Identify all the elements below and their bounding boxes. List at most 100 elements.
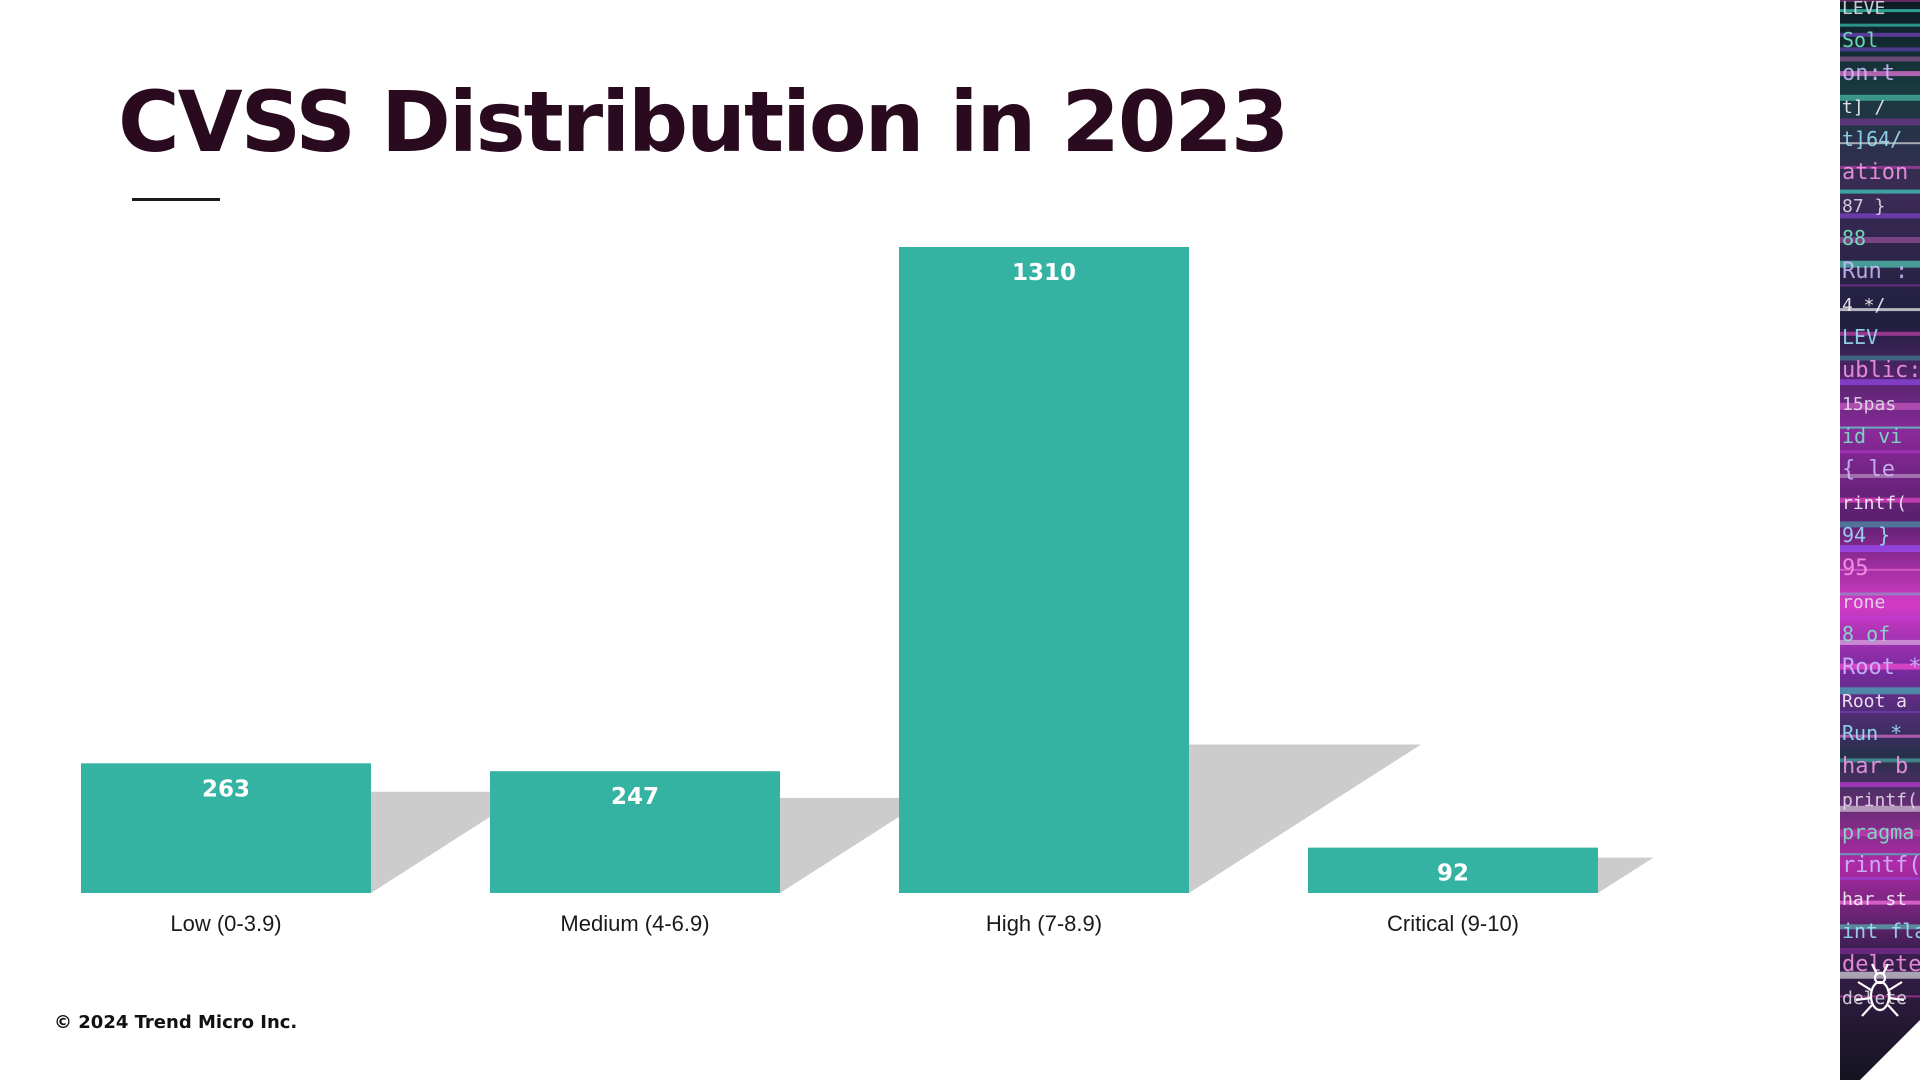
bar-0: [81, 763, 371, 893]
strip-glitch-bands: [1840, 0, 1920, 998]
strip-code-line: Run :: [1842, 259, 1908, 284]
strip-code-line: rintf(: [1842, 853, 1920, 878]
page-title: CVSS Distribution in 2023: [118, 73, 1289, 171]
bar-shadow: [371, 791, 530, 893]
glitch-band: [1840, 189, 1920, 194]
glitch-band: [1840, 948, 1920, 954]
glitch-band: [1840, 687, 1920, 695]
strip-code-line: ation: [1842, 160, 1908, 185]
bar-shadow: [1598, 857, 1654, 893]
strip-code-line: 4 */: [1842, 295, 1885, 316]
glitch-band: [1840, 331, 1920, 336]
bar-shadow: [1189, 744, 1421, 893]
strip-code-line: t] /: [1842, 97, 1885, 118]
glitch-band: [1840, 118, 1920, 126]
labels: 263 Low (0-3.9) 247 Medium (4-6.9) 1310 High …: [170, 260, 1519, 936]
bar-shadow: [780, 797, 929, 893]
glitch-band: [1840, 876, 1920, 880]
bar-value-label: 1310: [1012, 260, 1076, 286]
glitch-band: [1840, 237, 1920, 243]
strip-code-line: Root a: [1842, 691, 1907, 712]
glitch-band: [1840, 805, 1920, 812]
copyright-footer: © 2024 Trend Micro Inc.: [54, 1012, 298, 1033]
glitch-band: [1840, 829, 1920, 837]
strip-code-line: rintf(: [1842, 493, 1907, 514]
strip-code-line: printf(: [1842, 790, 1918, 811]
strip-code-line: on:t: [1842, 61, 1895, 86]
beetle-logo-icon: [1855, 963, 1905, 1017]
glitch-band: [1840, 568, 1920, 571]
glitch-band: [1840, 995, 1920, 998]
strip-code-line: Sol: [1842, 28, 1878, 52]
glitch-band: [1840, 426, 1920, 429]
glitch-band: [1840, 592, 1920, 596]
glitch-band: [1840, 23, 1920, 27]
glitch-band: [1840, 402, 1920, 410]
strip-corner-cut: [1860, 1020, 1920, 1080]
bar-chart: 263 Low (0-3.9) 247 Medium (4-6.9) 1310 High …: [81, 247, 1654, 936]
glitch-band: [1840, 900, 1920, 905]
glitch-band: [1840, 782, 1920, 788]
glitch-band: [1840, 142, 1920, 145]
strip-code-line: 8 of: [1842, 622, 1890, 646]
glitch-band: [1840, 545, 1920, 553]
strip-code-line: LEV: [1842, 325, 1878, 349]
glitch-band: [1840, 260, 1920, 268]
strip-background: [1840, 0, 1920, 1080]
title-underline: [132, 198, 220, 201]
category-label: Critical (9-10): [1387, 911, 1519, 936]
strip-code-line: 15pas: [1842, 394, 1896, 415]
glitch-band: [1840, 213, 1920, 219]
glitch-band: [1840, 924, 1920, 930]
glitch-band: [1840, 56, 1920, 62]
strip-code-line: ublic:: [1842, 358, 1920, 383]
strip-code-line: delete: [1842, 988, 1907, 1009]
category-label: Medium (4-6.9): [560, 911, 709, 936]
strip-code-line: 94 }: [1842, 523, 1890, 547]
glitch-band: [1840, 0, 1920, 2]
glitch-band: [1840, 971, 1920, 979]
category-label: High (7-8.9): [986, 911, 1102, 936]
glitch-band: [1840, 450, 1920, 454]
glitch-band: [1840, 497, 1920, 503]
glitch-band: [1840, 94, 1920, 101]
glitch-band: [1840, 308, 1920, 312]
glitch-band: [1840, 853, 1920, 856]
glitch-band: [1840, 165, 1920, 169]
glitch-band: [1840, 711, 1920, 713]
glitch-band: [1840, 379, 1920, 386]
glitch-band: [1840, 9, 1920, 13]
glitch-band: [1840, 47, 1920, 52]
strip-code-line: 88: [1842, 226, 1866, 250]
strip-code-line: Run *: [1842, 721, 1902, 745]
glitch-band: [1840, 521, 1920, 528]
strip-code-line: pragma: [1842, 820, 1914, 844]
strip-code-line: { le: [1842, 457, 1895, 482]
bar-2: [899, 247, 1189, 893]
strip-code-line: LEVE: [1842, 0, 1885, 19]
strip-code-line: 95: [1842, 556, 1869, 581]
bar-shadows: [371, 744, 1654, 893]
strip-code-line: id vi: [1842, 424, 1902, 448]
bar-1: [490, 771, 780, 893]
strip-code-line: rone: [1842, 592, 1885, 613]
bar-3: [1308, 847, 1598, 893]
bars: [81, 247, 1598, 893]
strip-code-line: int fla: [1842, 919, 1920, 943]
strip-code-line: Root *b: [1842, 655, 1920, 680]
glitch-band: [1840, 355, 1920, 361]
glitch-band: [1840, 639, 1920, 645]
glitch-band: [1840, 758, 1920, 763]
strip-code-line: 87 }: [1842, 196, 1885, 217]
bar-value-label: 247: [611, 784, 659, 810]
glitch-band: [1840, 474, 1920, 478]
glitch-band: [1840, 734, 1920, 738]
category-label: Low (0-3.9): [170, 911, 281, 936]
glitch-band: [1840, 284, 1920, 287]
code-glitch-strip: LEVE Sol on:t t] / t]64/ation 87 } 88 Run : 4 */…: [1840, 0, 1920, 1080]
glitch-band: [1840, 32, 1920, 37]
strip-code-line: har st: [1842, 889, 1907, 910]
glitch-band: [1840, 663, 1920, 670]
strip-code-text: LEVE Sol on:t t] / t]64/ation 87 } 88 Run : 4 */…: [1842, 0, 1920, 1009]
